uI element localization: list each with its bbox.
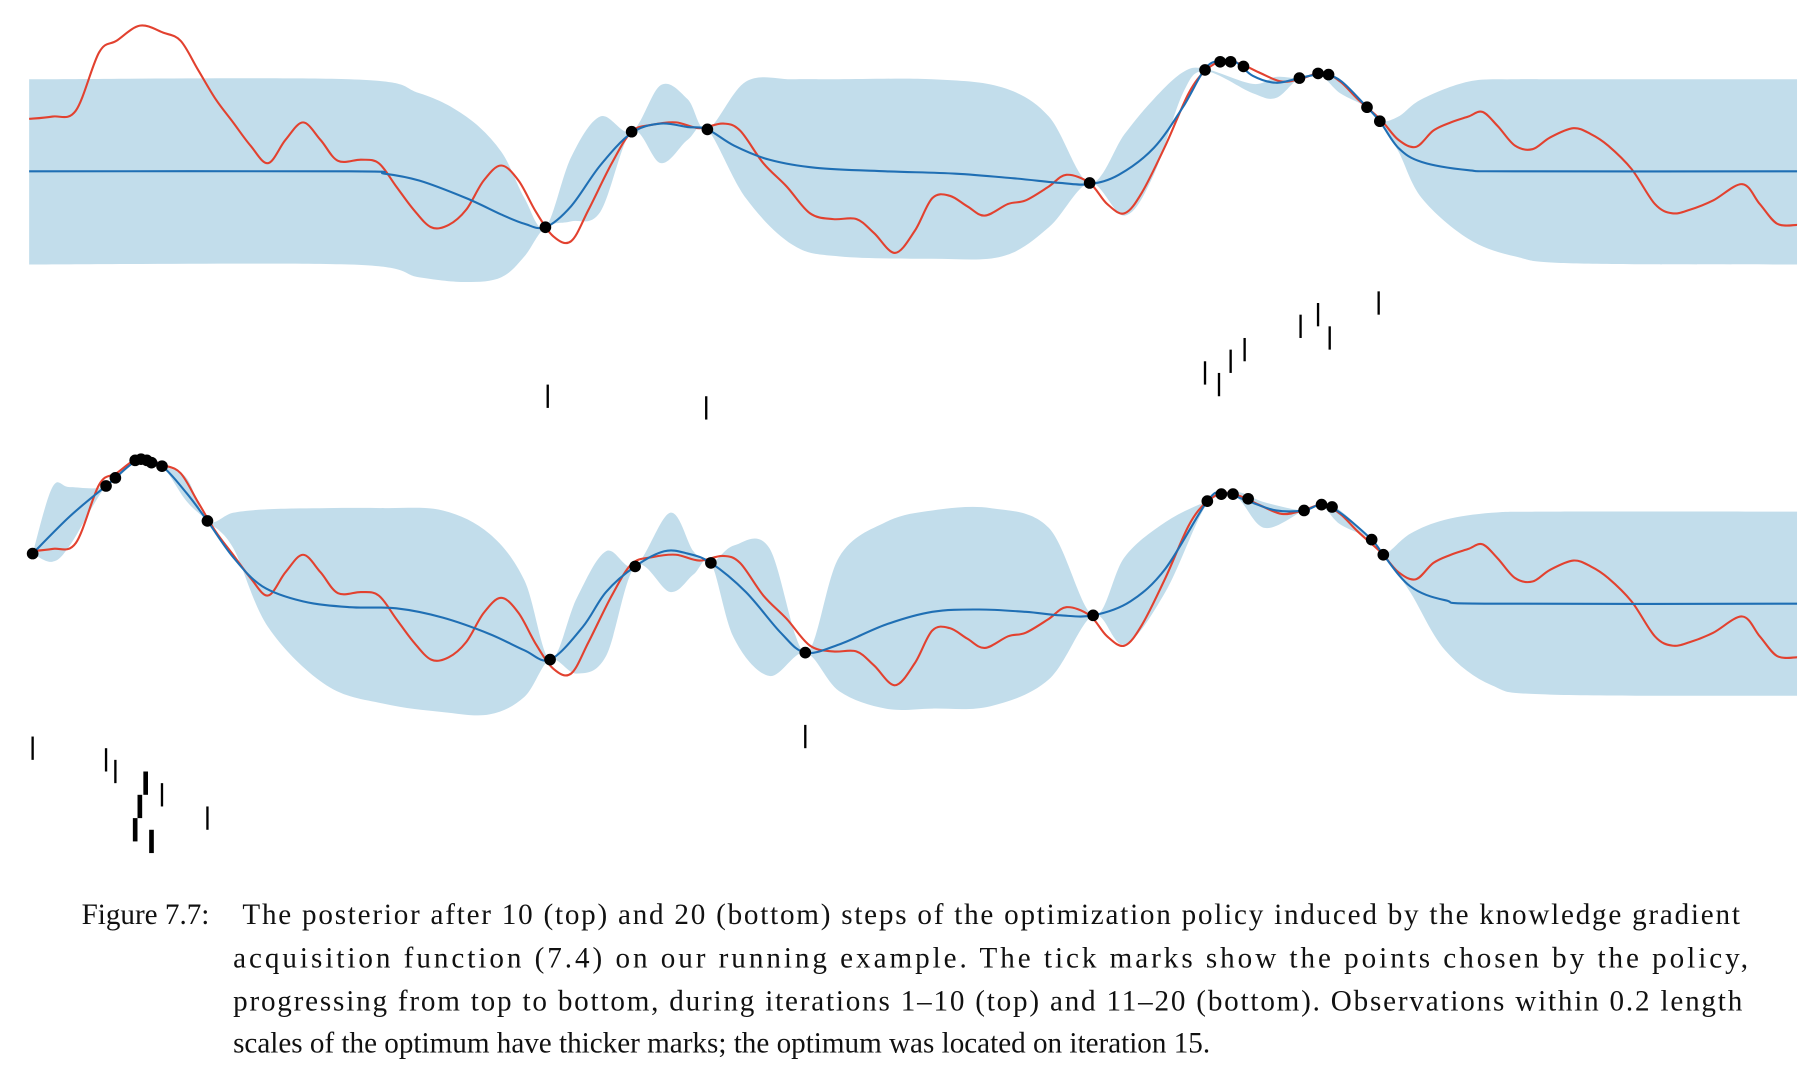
observation bbox=[1322, 68, 1335, 81]
observation bbox=[629, 560, 641, 573]
observation bbox=[625, 125, 638, 138]
credible-band bbox=[32, 457, 1798, 716]
plots bbox=[26, 24, 1798, 854]
observation bbox=[26, 547, 39, 560]
caption-line: progressing from top to bottom, during i… bbox=[233, 985, 1743, 1017]
observation bbox=[1361, 101, 1373, 114]
observation bbox=[1373, 115, 1386, 128]
observation bbox=[799, 646, 812, 659]
caption-line: acquisition function (7.4) on our runnin… bbox=[233, 942, 1748, 974]
caption-line: scales of the optimum have thicker marks… bbox=[233, 1027, 1210, 1059]
observation bbox=[1298, 504, 1310, 517]
observation bbox=[1087, 609, 1099, 622]
caption-line: The posterior after 10 (top) and 20 (bot… bbox=[242, 899, 1740, 931]
observation bbox=[1083, 177, 1096, 189]
observation bbox=[145, 456, 158, 469]
observation bbox=[100, 480, 112, 492]
observation bbox=[701, 123, 714, 136]
observation bbox=[1293, 72, 1306, 84]
observation bbox=[1326, 501, 1338, 513]
observation bbox=[156, 460, 168, 472]
observation bbox=[1224, 55, 1237, 68]
observation bbox=[1201, 495, 1214, 507]
observation bbox=[1315, 498, 1328, 511]
credible-band bbox=[29, 67, 1798, 283]
observation bbox=[1215, 488, 1228, 500]
caption-label: Figure 7.7: bbox=[82, 899, 210, 931]
observation bbox=[1237, 60, 1250, 73]
observation bbox=[201, 515, 214, 527]
observation bbox=[1214, 55, 1226, 68]
observation bbox=[1199, 64, 1211, 76]
observation bbox=[1377, 548, 1390, 561]
objective-line bbox=[29, 24, 1798, 254]
observation bbox=[705, 557, 717, 569]
observation bbox=[1365, 533, 1378, 546]
objective-line bbox=[29, 456, 1798, 687]
observation bbox=[1242, 492, 1254, 505]
observation bbox=[539, 221, 552, 234]
observation bbox=[1312, 67, 1324, 80]
observation bbox=[544, 653, 556, 666]
observation bbox=[109, 471, 122, 484]
observation bbox=[1227, 488, 1239, 500]
